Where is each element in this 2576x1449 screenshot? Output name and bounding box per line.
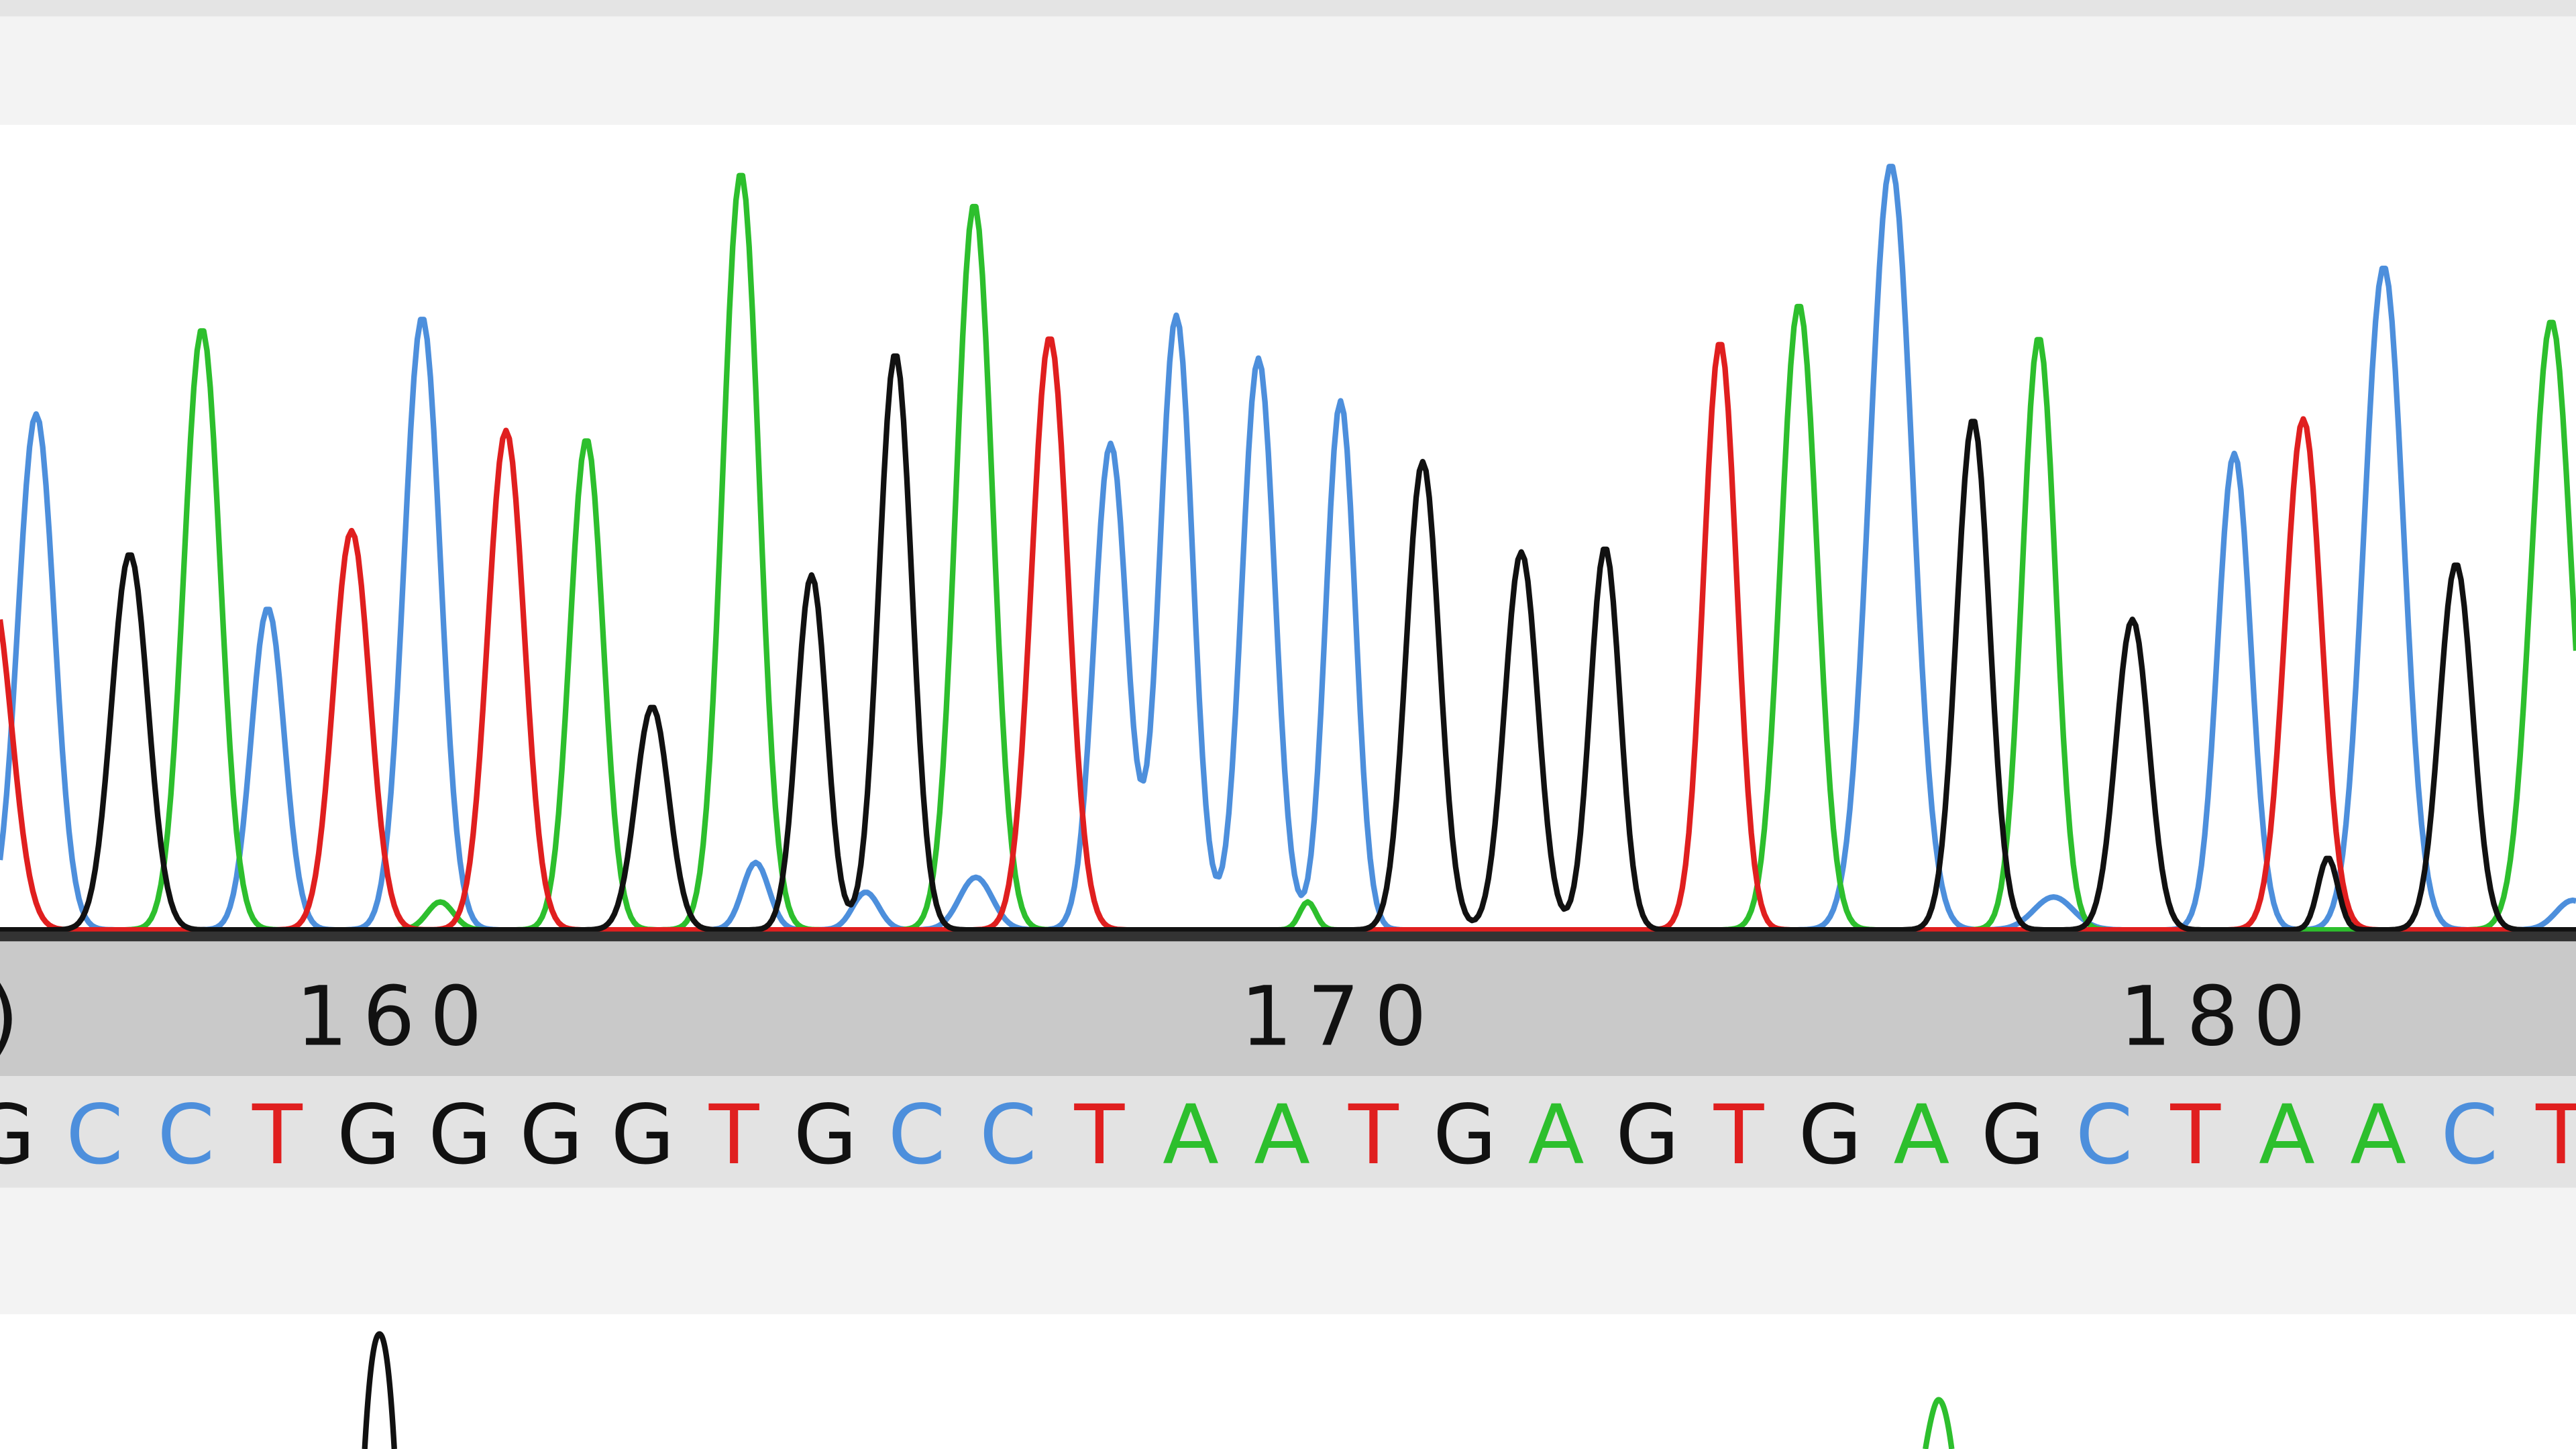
base-call: G [519,1087,583,1183]
sequence-band [0,1076,2576,1188]
base-call: C [2076,1087,2133,1183]
position-label: ) [0,969,34,1065]
base-call: G [337,1087,400,1183]
base-call: A [1528,1087,1585,1183]
ruler: ) 160 170 180 [0,969,2320,1065]
base-call: T [1348,1087,1399,1183]
base-call: A [1893,1087,1949,1183]
base-call: G [428,1087,492,1183]
sequence: GCCTGGGGTGCCTAATGAGTGAGCTAACT [0,1087,2576,1183]
trace-black [0,353,2576,933]
base-call: G [1615,1087,1679,1183]
base-call: C [2441,1087,2499,1183]
base-call: G [1799,1087,1862,1183]
base-call: T [1713,1087,1765,1183]
base-call: G [794,1087,857,1183]
trace-black [362,1331,397,1449]
base-call: T [1073,1087,1125,1183]
ruler-band [0,941,2576,1077]
top-strip [0,0,2576,17]
lower-band [0,1187,2576,1315]
base-call: C [157,1087,215,1183]
position-label: 160 [296,969,497,1065]
trace-panel [0,164,2576,933]
base-call: A [2350,1087,2406,1183]
next-trace [362,1331,1955,1449]
header-band [0,16,2576,125]
base-call: C [888,1087,946,1183]
base-call: T [708,1087,760,1183]
position-label: 180 [2119,969,2320,1065]
base-call: T [252,1087,303,1183]
base-call: A [1254,1087,1310,1183]
base-call: T [2169,1087,2221,1183]
base-call: C [979,1087,1037,1183]
base-call: G [1433,1087,1497,1183]
position-label: 170 [1240,969,1442,1065]
base-call: A [2259,1087,2315,1183]
base-call: T [2535,1087,2576,1183]
trace-green [1923,1397,1955,1449]
base-call: G [1981,1087,2045,1183]
base-call: A [1163,1087,1219,1183]
base-call: C [66,1087,123,1183]
base-call: G [611,1087,675,1183]
base-call: G [0,1087,35,1183]
